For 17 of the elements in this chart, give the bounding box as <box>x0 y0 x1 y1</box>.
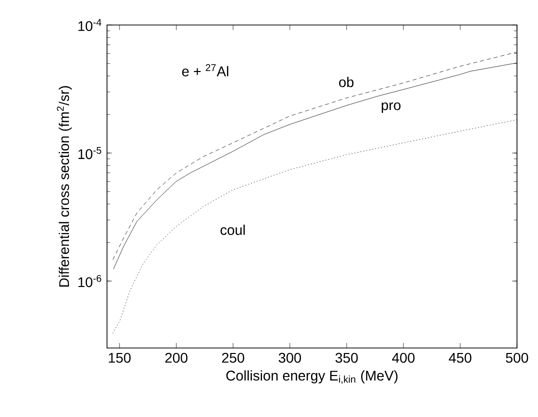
x-tick-label: 150 <box>108 352 131 363</box>
y-tick-label: 10$^{-4}$ <box>78 18 102 32</box>
series-label: pro <box>382 102 400 113</box>
x-tick-label: 450 <box>448 352 472 363</box>
y-tick-label: 10$^{-6}$ <box>78 274 102 288</box>
x-tick-label: 350 <box>335 352 358 363</box>
y-tick-label: 10$^{-5}$ <box>78 146 102 160</box>
series-label: coul <box>220 224 245 235</box>
x-axis-title: Collision energy E$_{i,kin}$ (MeV) <box>226 370 398 384</box>
x-tick-label: 250 <box>222 352 244 363</box>
x-tick-label: 300 <box>278 352 301 363</box>
series-label: ob <box>339 76 354 88</box>
y-axis-title: Differential cross section (fm$^{2}$/sr) <box>56 86 72 287</box>
x-tick-label: 500 <box>506 352 528 363</box>
annotation: e + $^{27}$Al <box>182 64 228 76</box>
x-tick-label: 200 <box>165 352 188 363</box>
x-tick-label: 400 <box>392 352 415 363</box>
